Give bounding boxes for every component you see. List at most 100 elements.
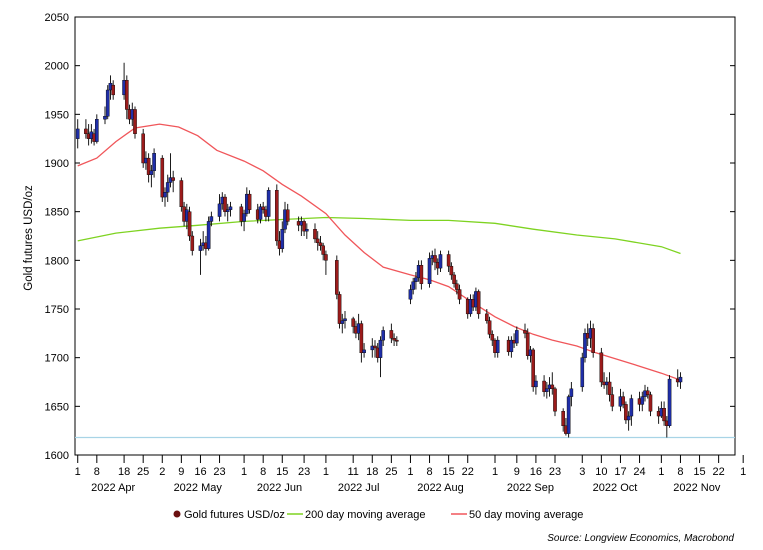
- candle-body: [198, 245, 203, 251]
- y-tick-label: 2000: [45, 61, 69, 73]
- candle-body: [165, 182, 170, 193]
- candle-body: [523, 330, 527, 334]
- y-tick-label: 1750: [45, 304, 69, 316]
- candle: [395, 336, 399, 346]
- candle: [542, 375, 546, 397]
- candle-body: [561, 411, 565, 427]
- candle: [335, 255, 339, 300]
- candle-body: [111, 84, 115, 96]
- y-tick-label: 1650: [45, 401, 69, 413]
- candle: [163, 187, 167, 207]
- candle-body: [280, 228, 285, 249]
- candle: [206, 216, 211, 251]
- candle-body: [495, 339, 500, 354]
- x-tick-label: 23: [298, 466, 310, 478]
- x-month-label: 2022 Aug: [417, 482, 464, 494]
- candle-body: [438, 254, 443, 269]
- candle: [337, 291, 342, 329]
- candle-body: [163, 191, 167, 198]
- candle-body: [343, 318, 347, 321]
- legend-label-200-day-ma: 200 day moving average: [305, 509, 425, 521]
- candle-body: [373, 345, 377, 349]
- y-tick-label: 1950: [45, 109, 69, 121]
- candle: [313, 223, 317, 243]
- candle: [648, 391, 653, 417]
- candle: [190, 231, 195, 256]
- candle: [165, 174, 170, 202]
- candle-body: [261, 206, 265, 210]
- candle-body: [662, 408, 666, 422]
- candle: [509, 336, 514, 358]
- x-tick-label: 15: [276, 466, 288, 478]
- candle-body: [228, 206, 233, 210]
- x-tick-label: 1: [740, 466, 746, 478]
- candle: [629, 394, 634, 426]
- candle: [485, 309, 489, 324]
- candle-body: [414, 277, 418, 282]
- y-tick-label: 2050: [45, 12, 69, 24]
- x-tick-label: 1: [658, 466, 664, 478]
- x-month-label: 2022 Jul: [338, 482, 380, 494]
- x-tick-label: 1: [492, 466, 498, 478]
- candle-body: [509, 339, 514, 353]
- candle-body: [206, 221, 211, 249]
- candle: [362, 343, 366, 358]
- candle: [160, 155, 165, 202]
- candle: [607, 372, 612, 402]
- candle-body: [395, 339, 399, 342]
- candle-body: [621, 396, 625, 405]
- candle: [378, 336, 383, 378]
- candle-body: [171, 177, 175, 181]
- candle-body: [95, 118, 99, 142]
- candle: [525, 328, 530, 360]
- candle: [389, 323, 394, 344]
- candle-body: [160, 157, 165, 198]
- candle-body: [610, 394, 615, 407]
- candle-body: [419, 265, 424, 284]
- candle: [531, 347, 535, 392]
- candle: [351, 316, 355, 334]
- candle-body: [525, 333, 530, 356]
- x-month-label: 2022 Nov: [673, 482, 721, 494]
- candle-body: [485, 313, 489, 321]
- candle: [225, 203, 230, 222]
- candle: [171, 170, 175, 193]
- candle: [662, 401, 666, 426]
- candle-body: [103, 116, 107, 120]
- x-tick-label: 15: [693, 466, 705, 478]
- x-tick-label: 22: [713, 466, 725, 478]
- candle: [321, 242, 325, 261]
- candle: [433, 248, 437, 271]
- candle-body: [580, 357, 585, 388]
- candle: [392, 333, 396, 346]
- candle: [678, 372, 683, 389]
- candle-body: [105, 89, 110, 117]
- candle-body: [624, 404, 628, 421]
- candle: [591, 323, 595, 358]
- candle-body: [378, 339, 383, 358]
- legend-label-gold-futures: Gold futures USD/oz: [184, 509, 285, 521]
- candle: [452, 272, 456, 288]
- candle-body: [266, 190, 271, 217]
- candle: [84, 119, 88, 139]
- x-month-label: 2022 Sep: [507, 482, 554, 494]
- x-tick-label: 1: [407, 466, 413, 478]
- candle: [266, 187, 271, 222]
- x-tick-label: 25: [137, 466, 149, 478]
- candle: [626, 411, 631, 431]
- candle: [95, 114, 99, 144]
- x-tick-label: 8: [426, 466, 432, 478]
- candle: [523, 323, 527, 339]
- candle: [566, 394, 571, 438]
- candle-body: [515, 330, 519, 344]
- series-line-50-day-moving-average: [77, 123, 681, 381]
- candle: [75, 119, 80, 149]
- y-axis: 1600 1650 1700 1750 1800 1850 1900 1950 2000 2050: [45, 12, 735, 462]
- candle-body: [626, 415, 631, 421]
- candle-body: [408, 289, 413, 300]
- x-tick-label: 24: [633, 466, 645, 478]
- x-tick-label: 3: [579, 466, 585, 478]
- candle-body: [446, 254, 451, 267]
- candle: [318, 236, 323, 251]
